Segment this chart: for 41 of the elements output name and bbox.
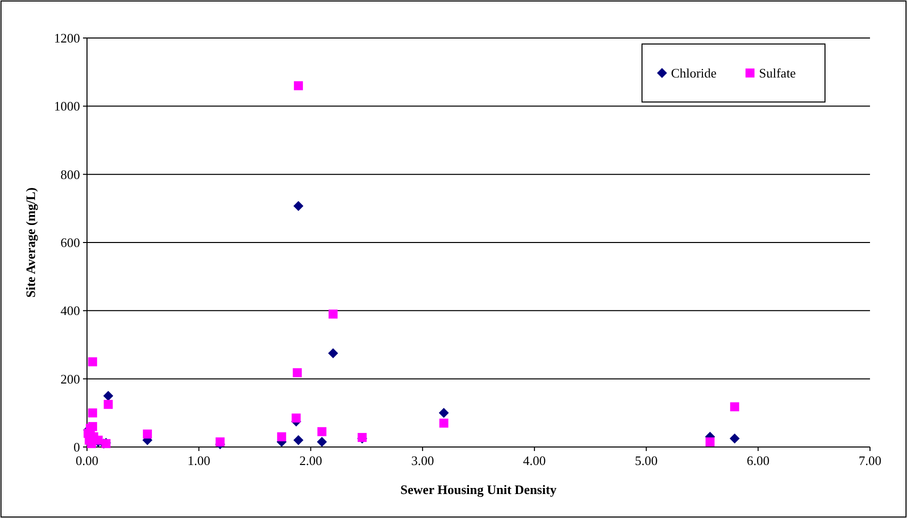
point	[730, 433, 740, 444]
y-tick-label: 200	[60, 371, 80, 386]
x-tick-label: 7.00	[858, 453, 882, 468]
point	[216, 437, 225, 446]
y-tick-label: 1000	[54, 98, 80, 114]
x-tick-label: 3.00	[411, 453, 434, 468]
y-tick-label: 0	[74, 440, 80, 455]
y-tick-label: 1200	[54, 30, 80, 46]
point	[292, 368, 302, 378]
point	[103, 390, 114, 401]
point	[292, 414, 301, 423]
y-tick-label: 600	[60, 235, 80, 250]
point	[328, 348, 338, 358]
x-tick-label: 0.00	[76, 453, 98, 468]
x-tick-label: 1.00	[187, 453, 210, 468]
x-tick-label: 6.00	[746, 453, 770, 468]
point	[293, 201, 304, 212]
point	[438, 408, 449, 418]
legend-label: Chloride	[671, 66, 717, 81]
x-tick-label: 2.00	[299, 453, 322, 468]
legend-label: Sulfate	[759, 66, 796, 81]
point	[88, 408, 98, 418]
x-tick-label: 5.00	[634, 453, 658, 468]
point	[142, 430, 152, 439]
point	[88, 357, 98, 366]
x-tick-label: 4.00	[523, 453, 546, 468]
point	[439, 418, 448, 428]
point	[328, 310, 338, 319]
point	[317, 427, 326, 436]
y-axis-title: Site Average (mg/L)	[23, 187, 38, 298]
point	[706, 437, 715, 446]
y-tick-label: 400	[60, 303, 80, 318]
point	[730, 402, 740, 412]
point	[277, 432, 286, 442]
y-tick-label: 800	[60, 166, 80, 182]
point	[88, 422, 98, 432]
point	[316, 436, 327, 447]
point	[293, 435, 304, 446]
point	[104, 400, 113, 409]
x-axis-title: Sewer Housing Unit Density	[400, 482, 558, 497]
point	[294, 81, 303, 90]
